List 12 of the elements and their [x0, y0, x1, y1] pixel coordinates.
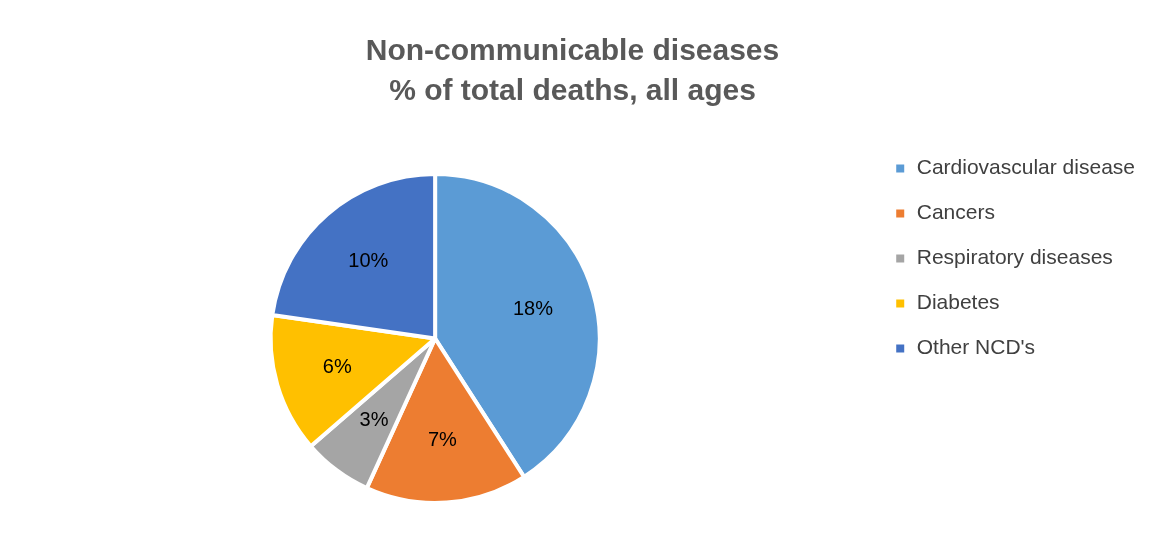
legend-label: Other NCD's	[916, 335, 1036, 359]
legend-label: Respiratory diseases	[916, 245, 1113, 269]
legend-label: Cancers	[916, 200, 995, 224]
legend-label: Diabetes	[916, 290, 1000, 314]
chart-title: Non-communicable diseases	[365, 33, 780, 67]
data-label: 7%	[427, 427, 458, 450]
data-label: 18%	[512, 297, 554, 320]
data-label: 6%	[322, 354, 352, 377]
chart-subtitle: % of total deaths, all ages	[389, 73, 756, 107]
data-label: 10%	[348, 248, 389, 271]
legend-label: Cardiovascular disease	[916, 155, 1136, 179]
data-label: 3%	[359, 407, 389, 430]
